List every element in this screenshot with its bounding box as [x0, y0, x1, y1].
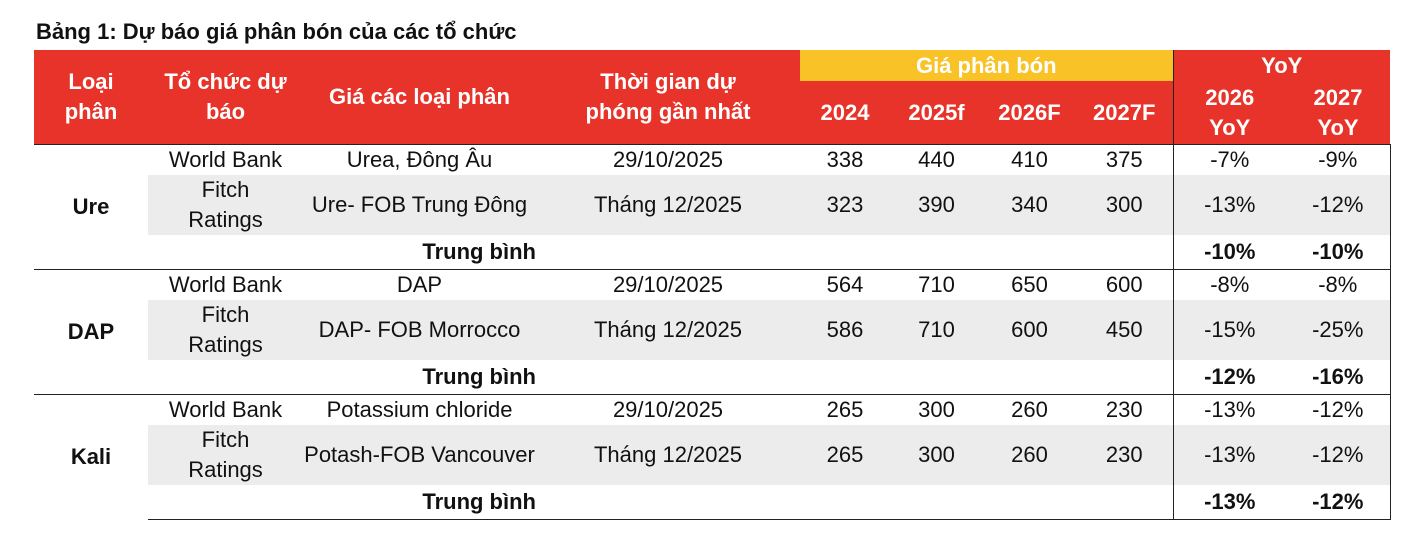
org-cell: World Bank — [148, 269, 303, 300]
price-2024-cell: 265 — [800, 394, 890, 425]
price-2024-cell: 265 — [826, 442, 864, 467]
table-row: Fitch Ratings Ure- FOB Trung Đông Tháng 1… — [34, 175, 1391, 235]
yoy-2026-cell: -13% — [1172, 175, 1286, 235]
header-time: Thời gian dự phóng gần nhất — [536, 50, 800, 145]
org-cell: World Bank — [148, 394, 303, 425]
yoy-2026-cell: -7% — [1172, 144, 1286, 175]
header-price-type: Giá các loại phân — [303, 50, 536, 145]
avg-yoy-2027-cell: -16% — [1286, 360, 1391, 395]
price-2026-cell: 260 — [1011, 442, 1048, 467]
time-cell: 29/10/2025 — [536, 144, 800, 175]
price-2025-cell: 390 — [918, 192, 955, 217]
price-type-cell: Potash-FOB Vancouver — [304, 442, 535, 467]
table-row: Ure World Bank Urea, Đông Âu 29/10/2025 … — [34, 144, 1391, 270]
avg-yoy-2027-cell: -12% — [1286, 485, 1391, 520]
price-2027-cell: 230 — [1105, 442, 1143, 467]
price-2024-cell: 338 — [800, 144, 890, 175]
price-2026-cell: 600 — [1011, 317, 1048, 342]
table-row: Fitch Ratings Potash-FOB Vancouver Tháng … — [34, 425, 1391, 485]
time-cell: Tháng 12/2025 — [593, 317, 743, 342]
yoy-2027-cell: -12% — [1286, 425, 1391, 485]
price-2024-cell: 323 — [826, 192, 864, 217]
yoy-2027-cell: -12% — [1286, 394, 1391, 425]
price-type-cell: Urea, Đông Âu — [303, 144, 536, 175]
yoy-2026-cell: -13% — [1172, 394, 1286, 425]
time-cell: 29/10/2025 — [536, 394, 800, 425]
price-2025-cell: 440 — [890, 144, 983, 175]
average-row: Trung bình -13% -12% — [34, 485, 1391, 520]
org-cell: Fitch Ratings — [188, 177, 263, 232]
avg-yoy-2026-cell: -10% — [1172, 235, 1286, 270]
header-year-2024: 2024 — [800, 81, 890, 145]
average-label: Trung bình — [148, 485, 536, 520]
fertilizer-price-forecast-table: Loại phân Tổ chức dự báo Giá các loại phân… — [34, 50, 1391, 520]
avg-yoy-2026-cell: -12% — [1172, 360, 1286, 395]
table-row: DAP World Bank DAP 29/10/2025 564 710 65… — [34, 269, 1391, 395]
time-cell: Tháng 12/2025 — [593, 442, 743, 467]
table-row: Kali World Bank Potassium chloride 29/10… — [34, 394, 1391, 520]
price-2024-cell: 564 — [800, 269, 890, 300]
yoy-2027-cell: -25% — [1286, 300, 1391, 360]
price-2026-cell: 410 — [983, 144, 1076, 175]
price-2027-cell: 375 — [1076, 144, 1173, 175]
header-year-2026f: 2026F — [983, 81, 1076, 145]
table-title: Bảng 1: Dự báo giá phân bón của các tổ c… — [36, 19, 517, 44]
avg-yoy-2027-cell: -10% — [1286, 235, 1391, 270]
header-yoy-2027: 2027 YoY — [1286, 81, 1390, 145]
group-name: Ure — [34, 144, 148, 270]
header-year-2027f: 2027F — [1076, 81, 1173, 145]
yoy-2026-cell: -15% — [1172, 300, 1286, 360]
price-2024-cell: 586 — [826, 317, 864, 342]
org-cell: World Bank — [148, 144, 303, 175]
price-2025-cell: 710 — [918, 317, 955, 342]
price-type-cell: DAP- FOB Morrocco — [318, 317, 521, 342]
price-2026-cell: 260 — [983, 394, 1076, 425]
group-name: Kali — [34, 394, 148, 520]
header-yoy-group: YoY — [1172, 50, 1390, 81]
avg-yoy-2026-cell: -13% — [1172, 485, 1286, 520]
price-2027-cell: 450 — [1105, 317, 1143, 342]
price-2025-cell: 300 — [918, 442, 955, 467]
price-type-cell: DAP — [303, 269, 536, 300]
average-label: Trung bình — [422, 239, 536, 264]
yoy-2027-cell: -9% — [1286, 144, 1391, 175]
price-2025-cell: 710 — [890, 269, 983, 300]
yoy-2026-cell: -8% — [1172, 269, 1286, 300]
price-2027-cell: 600 — [1076, 269, 1173, 300]
header-yoy-2026: 2026 YoY — [1172, 81, 1286, 145]
price-2026-cell: 340 — [1011, 192, 1048, 217]
table-row: Fitch Ratings DAP- FOB Morrocco Tháng 12/… — [34, 300, 1391, 360]
time-cell: 29/10/2025 — [536, 269, 800, 300]
average-row: Trung bình -12% -16% — [34, 360, 1391, 395]
yoy-2027-cell: -8% — [1286, 269, 1391, 300]
time-cell: Tháng 12/2025 — [593, 192, 743, 217]
org-cell: Fitch Ratings — [188, 302, 263, 357]
price-2026-cell: 650 — [983, 269, 1076, 300]
header-org: Tổ chức dự báo — [148, 50, 303, 145]
average-label: Trung bình — [422, 364, 536, 389]
price-2027-cell: 230 — [1076, 394, 1173, 425]
price-type-cell: Potassium chloride — [303, 394, 536, 425]
average-row: Trung bình -10% -10% — [34, 235, 1391, 270]
header-type: Loại phân — [34, 50, 148, 145]
price-2027-cell: 300 — [1105, 192, 1143, 217]
header-year-2025f: 2025f — [890, 81, 983, 145]
price-type-cell: Ure- FOB Trung Đông — [311, 192, 528, 217]
yoy-2026-cell: -13% — [1172, 425, 1286, 485]
org-cell: Fitch Ratings — [188, 427, 263, 482]
price-2025-cell: 300 — [890, 394, 983, 425]
header-price-group: Giá phân bón — [800, 50, 1173, 81]
group-name: DAP — [34, 269, 148, 395]
yoy-2027-cell: -12% — [1286, 175, 1391, 235]
